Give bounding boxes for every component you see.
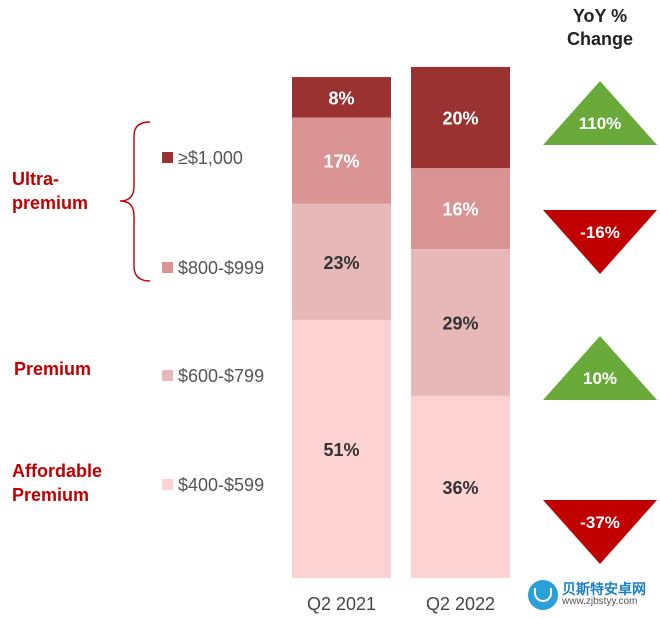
legend-label: ≥$1,000: [178, 148, 243, 168]
bar-segment-2-1: [411, 395, 510, 578]
bar-segment-1-4: [292, 77, 391, 118]
data-label: 51%: [323, 440, 359, 460]
watermark: 贝斯特安卓网 www.zjbstyy.com: [528, 576, 658, 614]
bar-segment-1-2: [292, 203, 391, 320]
group-label: Ultra-premium: [12, 169, 88, 213]
group-label: Premium: [14, 359, 91, 379]
bar-segment-2-2: [411, 249, 510, 396]
watermark-title: 贝斯特安卓网: [562, 581, 646, 598]
legend-swatch: [162, 262, 173, 273]
x-tick-label: Q2 2022: [426, 594, 495, 614]
legend-swatch: [162, 152, 173, 163]
legend-swatch: [162, 370, 173, 381]
bar-segment-1-3: [292, 117, 391, 204]
yoy-value-label: 110%: [579, 114, 622, 133]
group-label: Affordable Premium: [12, 461, 102, 505]
watermark-logo-icon: [528, 580, 558, 610]
x-tick-label: Q2 2021: [307, 594, 376, 614]
yoy-down-triangle-icon: [543, 210, 657, 274]
bar-segment-2-3: [411, 168, 510, 250]
data-label: 23%: [323, 253, 359, 273]
yoy-value-label: -16%: [580, 223, 620, 242]
legend-label: $800-$999: [178, 258, 264, 278]
bar-segment-1-1: [292, 319, 391, 578]
data-label: 8%: [328, 88, 354, 108]
data-label: 29%: [442, 313, 478, 333]
yoy-up-triangle-icon: [543, 336, 657, 400]
data-label: 20%: [442, 109, 478, 129]
yoy-value-label: -37%: [580, 513, 620, 532]
legend-label: $400-$599: [178, 475, 264, 495]
yoy-value-label: 10%: [583, 369, 617, 388]
ultra-premium-bracket: [119, 121, 151, 282]
data-label: 36%: [442, 478, 478, 498]
yoy-up-triangle-icon: [543, 81, 657, 145]
data-label: 16%: [442, 200, 478, 220]
yoy-down-triangle-icon: [543, 500, 657, 564]
bar-segment-2-4: [411, 66, 510, 169]
data-label: 17%: [323, 152, 359, 172]
yoy-title: YoY % Change: [567, 6, 633, 49]
legend-label: $600-$799: [178, 366, 264, 386]
watermark-url: www.zjbstyy.com: [562, 596, 638, 608]
legend-swatch: [162, 479, 173, 490]
